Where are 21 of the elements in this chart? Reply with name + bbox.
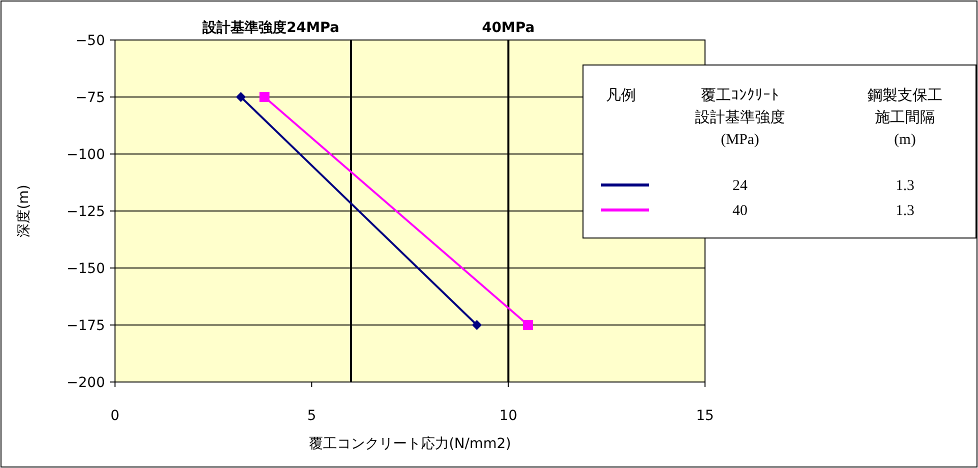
x-axis-title: 覆工コンクリート応力(N/mm2): [308, 436, 512, 452]
y-tick-label: −125: [66, 204, 105, 220]
x-tick-label: 0: [110, 408, 120, 424]
ref-line-label: 設計基準強度24MPa: [202, 19, 340, 36]
ref-line-label: 40MPa: [482, 20, 535, 36]
legend: 凡例 覆工ｺﾝｸﾘｰﾄ 設計基準強度 (MPa) 鋼製支保工 施工間隔 (m) 24 1.3 40 1.3: [582, 64, 976, 238]
annotation: 設計基準強度: [695, 109, 785, 126]
y-axis-title: 深度(m): [16, 184, 32, 238]
x-tick-label: 5: [307, 408, 316, 424]
annotation: 覆工ｺﾝｸﾘｰﾄ: [701, 88, 779, 104]
y-tick-label: −50: [75, 33, 105, 49]
y-tick-label: −175: [66, 318, 105, 334]
x-tick-label: 15: [696, 408, 714, 424]
x-tick-label: 10: [499, 408, 518, 424]
legend-title: 凡例: [606, 88, 636, 104]
y-tick-label: −150: [66, 261, 105, 277]
y-tick-label: −200: [66, 375, 105, 391]
legend-item: 24: [601, 178, 748, 194]
legend-item: 40: [601, 203, 748, 219]
y-tick-label: −75: [75, 90, 105, 106]
y-tick-label: −100: [66, 147, 105, 163]
